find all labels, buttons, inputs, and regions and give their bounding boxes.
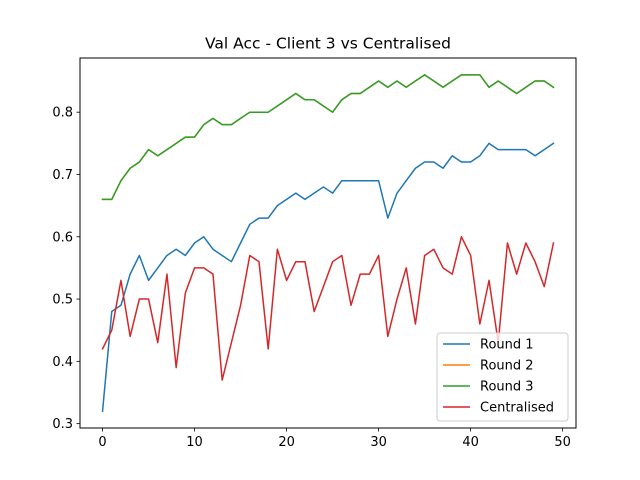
legend-box [436, 332, 569, 422]
legend-label: Centralised [480, 401, 554, 416]
plot-area: 0 10 20 30 40 50 0.3 0.4 0.5 0.6 0.7 0.8 [52, 57, 577, 450]
legend-label: Round 2 [480, 359, 534, 374]
chart-title: Val Acc - Client 3 vs Centralised [205, 35, 451, 53]
x-tick-label: 40 [462, 435, 479, 450]
x-axis: 0 10 20 30 40 50 [98, 428, 571, 450]
series-line-round-3 [101, 74, 555, 201]
series-layer [101, 74, 555, 412]
y-tick-label: 0.8 [52, 106, 73, 121]
x-tick-label: 20 [278, 435, 295, 450]
plot-frame [79, 57, 577, 429]
y-tick-label: 0.5 [52, 293, 73, 308]
y-tick-label: 0.3 [52, 417, 73, 432]
x-tick-label: 0 [98, 435, 106, 450]
y-axis: 0.3 0.4 0.5 0.6 0.7 0.8 [52, 106, 80, 432]
legend-label: Round 3 [480, 380, 534, 395]
x-tick-label: 30 [370, 435, 387, 450]
x-tick-label: 10 [186, 435, 203, 450]
y-tick-label: 0.4 [52, 355, 73, 370]
series-line-round-1 [101, 142, 555, 412]
y-tick-label: 0.7 [52, 168, 73, 183]
legend-label: Round 1 [480, 338, 534, 353]
legend: Round 1 Round 2 Round 3 Centralised [436, 332, 569, 422]
y-tick-label: 0.6 [52, 230, 73, 245]
series-line-centralised [101, 236, 555, 381]
x-tick-label: 50 [554, 435, 571, 450]
